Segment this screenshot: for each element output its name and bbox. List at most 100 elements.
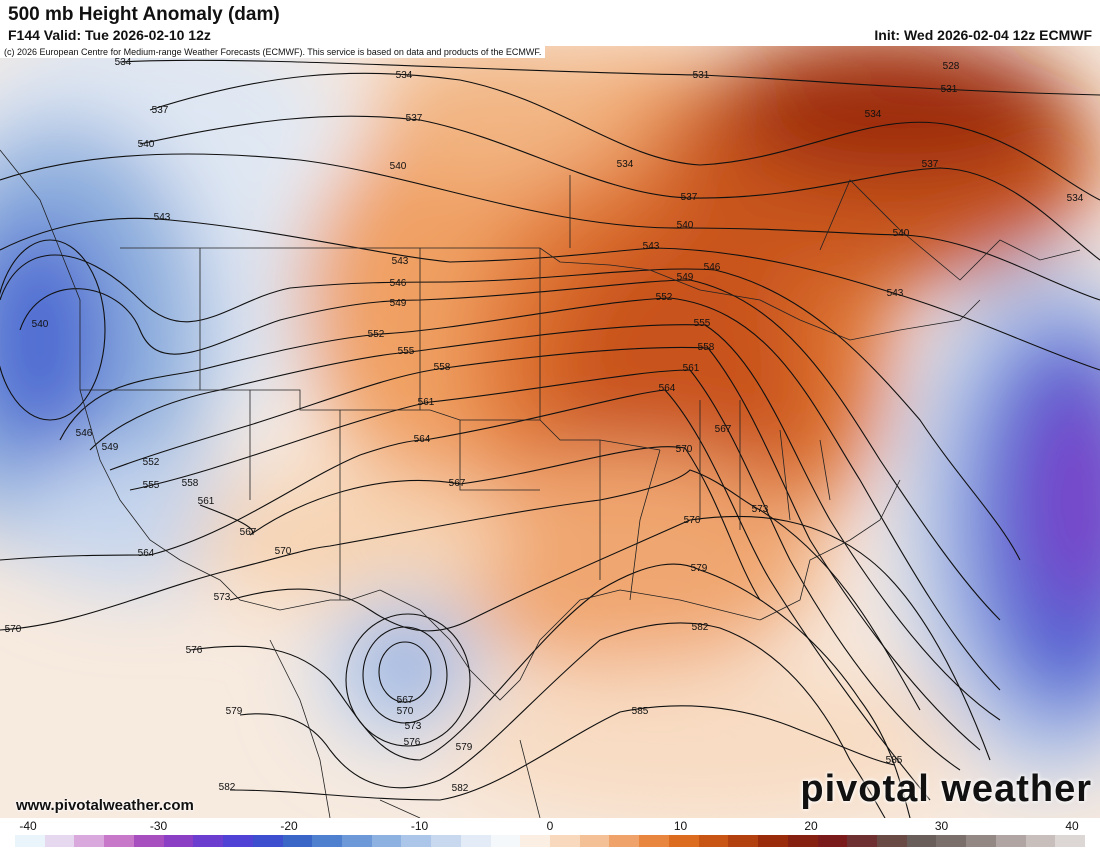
contour-label: 570	[397, 706, 414, 717]
pivotal-weather-logo: pivotal weather	[800, 768, 1092, 810]
colorbar-swatch	[758, 835, 789, 847]
contour-label: 579	[226, 706, 243, 717]
contour-label: 528	[943, 61, 960, 72]
contour-label: 537	[152, 105, 169, 116]
contour-label: 534	[865, 109, 882, 120]
colorbar-swatch	[520, 835, 551, 847]
contour-label: 531	[693, 70, 710, 81]
contour-label: 549	[102, 442, 119, 453]
contour-label: 540	[390, 161, 407, 172]
colorbar-swatch	[668, 835, 700, 847]
contour-label: 558	[434, 362, 451, 373]
colorbar-swatch	[787, 835, 818, 847]
contour-label: 540	[893, 228, 910, 239]
contour-label: 576	[684, 515, 701, 526]
height-contours	[0, 59, 1100, 818]
contour-label: 579	[456, 742, 473, 753]
colorbar-tick-label: -20	[280, 819, 298, 833]
colorbar-swatch	[698, 835, 729, 847]
colorbar-swatch	[460, 835, 492, 847]
contour-label: 567	[397, 695, 414, 706]
colorbar-tick-label: -40	[19, 819, 37, 833]
contour-label: 582	[452, 783, 469, 794]
contour-label: 567	[715, 424, 732, 435]
colorbar-swatch	[906, 835, 937, 847]
colorbar-swatch	[579, 835, 610, 847]
contour-labels: 528 531 531 534 534 534 534 534 537 537 537 537 540 5…	[5, 57, 1084, 794]
colorbar-swatch	[104, 835, 135, 847]
colorbar-swatch	[193, 835, 224, 847]
colorbar-tick-label: -10	[410, 819, 429, 833]
contour-label: 546	[704, 262, 721, 273]
colorbar-swatch	[609, 835, 640, 847]
contour-label: 552	[143, 457, 160, 468]
colorbar-swatch	[223, 835, 254, 847]
colorbar-tick-label: 20	[804, 819, 818, 833]
colorbar-swatch	[995, 835, 1027, 847]
contour-label: 561	[683, 363, 700, 374]
colorbar-swatch	[431, 835, 462, 847]
contour-label: 567	[449, 478, 466, 489]
contour-label: 573	[405, 721, 422, 732]
colorbar-tick-label: 40	[1065, 819, 1079, 833]
contour-label: 549	[390, 298, 407, 309]
political-boundaries	[0, 149, 1081, 818]
contour-label: 552	[656, 292, 673, 303]
colorbar-tick-label: -30	[149, 819, 168, 833]
colorbar-swatch	[966, 835, 997, 847]
contour-label: 546	[76, 428, 93, 439]
colorbar-swatch	[936, 835, 967, 847]
contour-label: 564	[414, 434, 431, 445]
map-title: 500 mb Height Anomaly (dam)	[8, 4, 280, 25]
contour-label: 567	[240, 527, 257, 538]
contour-label: 561	[198, 496, 215, 507]
colorbar-tick-label: 30	[934, 819, 949, 833]
contour-label: 549	[677, 272, 694, 283]
contour-label: 585	[632, 706, 649, 717]
contour-label: 534	[617, 159, 634, 170]
colorbar-swatch	[1055, 835, 1086, 847]
contour-label: 555	[143, 480, 160, 491]
contour-label: 570	[275, 546, 292, 557]
init-time: Init: Wed 2026-02-04 12z ECMWF	[874, 27, 1092, 43]
contour-label: 537	[922, 159, 939, 170]
colorbar-swatch	[15, 835, 46, 847]
contour-label: 543	[887, 288, 904, 299]
contour-label: 558	[182, 478, 199, 489]
copyright-note: (c) 2026 European Centre for Medium-rang…	[0, 46, 546, 58]
colorbar-swatch	[371, 835, 402, 847]
contour-label: 552	[368, 329, 385, 340]
contour-label: 555	[398, 346, 415, 357]
colorbar	[15, 835, 1086, 847]
colorbar-swatch	[44, 835, 75, 847]
contour-label: 561	[418, 397, 435, 408]
contour-label: 582	[692, 622, 709, 633]
contour-label: 537	[681, 192, 698, 203]
contour-label: 534	[396, 70, 413, 81]
colorbar-tick-label: 10	[673, 819, 688, 833]
colorbar-swatch	[639, 835, 670, 847]
contour-label: 573	[752, 504, 769, 515]
colorbar-swatch	[876, 835, 908, 847]
colorbar-swatch	[847, 835, 878, 847]
contour-label: 576	[404, 737, 421, 748]
contour-label: 543	[643, 241, 660, 252]
colorbar-swatch	[282, 835, 313, 847]
site-url[interactable]: www.pivotalweather.com	[16, 797, 194, 814]
contour-label: 555	[694, 318, 711, 329]
contour-label: 540	[32, 319, 49, 330]
contour-label: 564	[138, 548, 155, 559]
colorbar-swatch	[312, 835, 343, 847]
contour-label: 540	[677, 220, 694, 231]
contour-label: 564	[659, 383, 676, 394]
colorbar-swatch	[133, 835, 165, 847]
colorbar-swatch	[401, 835, 432, 847]
valid-time: F144 Valid: Tue 2026-02-10 12z	[8, 27, 211, 43]
contour-label: 585	[886, 755, 903, 766]
contour-label: 579	[691, 563, 708, 574]
colorbar-tick-label: 0	[546, 819, 554, 833]
contour-label: 570	[5, 624, 22, 635]
contour-label: 531	[941, 84, 958, 95]
contour-label: 570	[676, 444, 693, 455]
colorbar-swatch	[550, 835, 581, 847]
